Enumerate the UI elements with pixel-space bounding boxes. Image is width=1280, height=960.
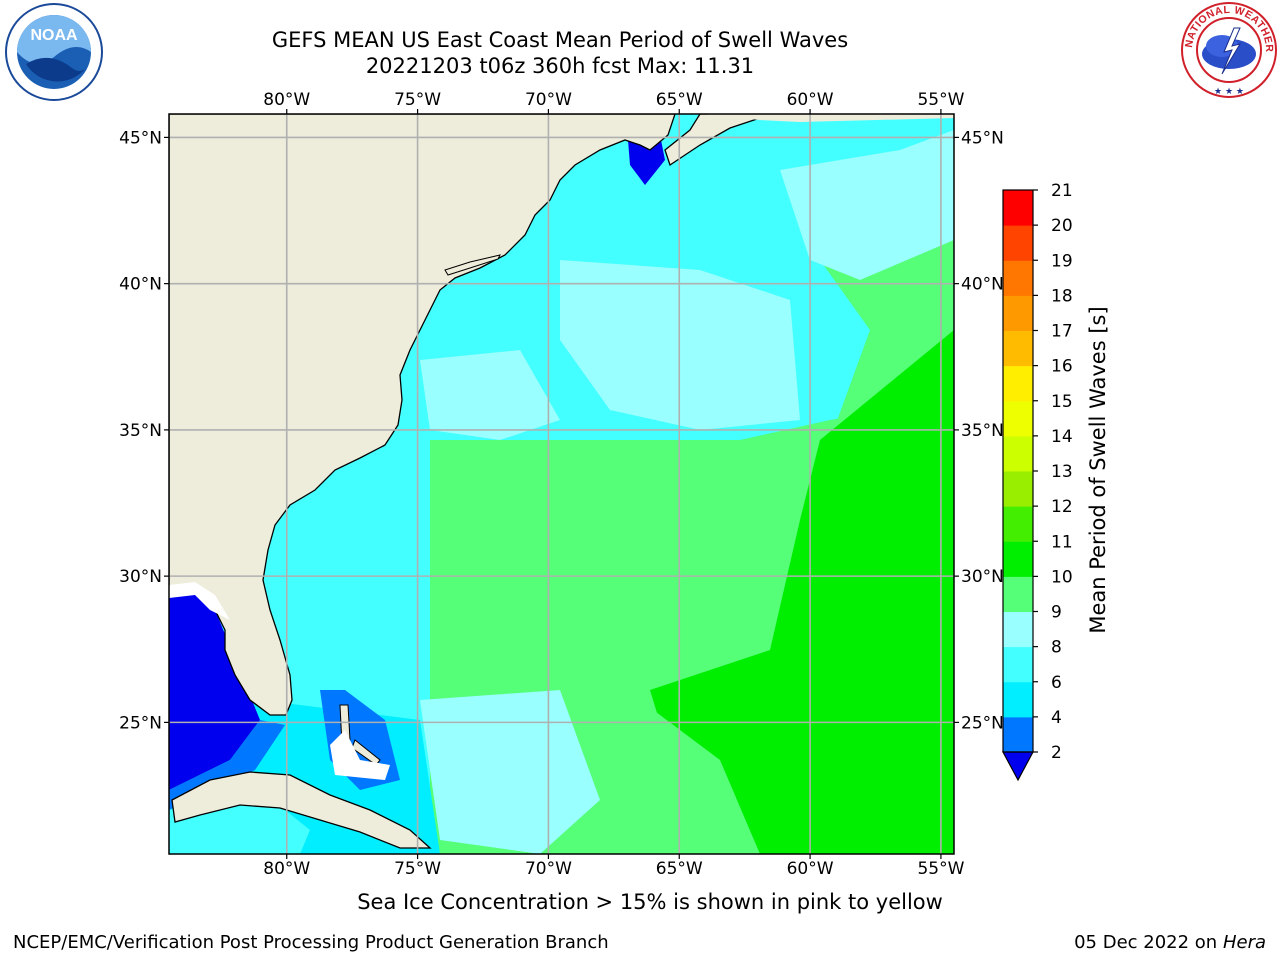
colorbar-tick-label: 4: [1051, 708, 1062, 728]
colorbar-segment: [1003, 400, 1033, 437]
lat-label-right: 40°N: [961, 275, 1004, 295]
colorbar: 2 4 6 8 9 10 11 12 13 14 15 16 17 18 19 20 21: [1001, 181, 1073, 782]
lat-label-left: 35°N: [119, 421, 162, 441]
lon-label-top: 60°W: [787, 90, 834, 110]
colorbar-segment: [1003, 681, 1033, 718]
land-north-america: [169, 114, 676, 716]
lon-label-top: 80°W: [263, 90, 310, 110]
colorbar-tick-label: 11: [1051, 532, 1073, 552]
lon-label-bottom: 65°W: [656, 859, 703, 879]
colorbar-tick-label: 15: [1051, 392, 1073, 412]
noaa-logo: NOAA: [5, 3, 103, 101]
colorbar-segment: [1003, 330, 1033, 367]
colorbar-segment: [1003, 506, 1033, 542]
colorbar-tick-label: 14: [1051, 427, 1073, 447]
colorbar-segment: [1003, 471, 1033, 507]
colorbar-segment: [1003, 576, 1033, 612]
map-frame: [168, 113, 955, 855]
colorbar-under-arrow: [1001, 751, 1035, 782]
colorbar-tick-label: 21: [1051, 181, 1073, 201]
colorbar-segment: [1003, 225, 1033, 261]
svg-text:★ ★ ★: ★ ★ ★: [1214, 87, 1244, 97]
lat-label-right: 35°N: [961, 421, 1004, 441]
colorbar-tick-label: 20: [1051, 216, 1073, 236]
footer-machine: Hera: [1222, 932, 1266, 953]
colorbar-tick-label: 19: [1051, 251, 1073, 271]
lat-label-right: 45°N: [961, 128, 1004, 148]
noaa-logo-text: NOAA: [30, 27, 78, 44]
land-cuba: [171, 771, 432, 849]
map-labels: 80°W 80°W 75°W 75°W 70°W 70°W 65°W 65°W 60°W 60°W…: [119, 90, 1004, 879]
lat-label-left: 25°N: [119, 713, 162, 733]
colorbar-tick-label: 12: [1051, 497, 1073, 517]
colorbar-tick-label: 8: [1051, 638, 1062, 658]
colorbar-segment: [1003, 716, 1033, 753]
lat-label-left: 45°N: [119, 128, 162, 148]
lon-label-top: 75°W: [394, 90, 441, 110]
lat-label-left: 40°N: [119, 275, 162, 295]
map-grid: [169, 114, 954, 854]
lat-label-right: 30°N: [961, 567, 1004, 587]
lon-label-top: 70°W: [525, 90, 572, 110]
field-light-south: [420, 690, 600, 854]
field-bay-of-fundy: [628, 135, 665, 185]
colorbar-segment: [1003, 435, 1033, 472]
colorbar-tick-label: 10: [1051, 567, 1073, 587]
land-long-island: [444, 254, 501, 276]
sea-ice-caption: Sea Ice Concentration > 15% is shown in …: [357, 890, 943, 914]
lon-label-bottom: 75°W: [394, 859, 441, 879]
land-east-canada: [700, 114, 954, 122]
chart-title: GEFS MEAN US East Coast Mean Period of S…: [271, 28, 849, 52]
footer-credit: NCEP/EMC/Verification Post Processing Pr…: [13, 932, 609, 953]
colorbar-tick-label: 13: [1051, 462, 1073, 482]
colorbar-segment: [1003, 611, 1033, 648]
field-nearshore: [270, 470, 430, 700]
lat-label-right: 25°N: [961, 713, 1004, 733]
colorbar-label: Mean Period of Swell Waves [s]: [1086, 306, 1110, 633]
colorbar-segment: [1003, 190, 1033, 226]
land-nova-scotia: [664, 114, 781, 167]
footer-date: 05 Dec 2022 on Hera: [1074, 932, 1266, 953]
mask-gulf-coast: [169, 582, 230, 620]
lat-label-left: 30°N: [119, 567, 162, 587]
colorbar-segment: [1003, 541, 1033, 577]
colorbar-tick-label: 18: [1051, 286, 1073, 306]
lon-label-bottom: 60°W: [787, 859, 834, 879]
lon-label-bottom: 55°W: [917, 859, 964, 879]
colorbar-tick-label: 9: [1051, 603, 1062, 623]
lon-label-bottom: 70°W: [525, 859, 572, 879]
colorbar-segment: [1003, 365, 1033, 402]
lon-label-top: 55°W: [917, 90, 964, 110]
colorbar-tick-label: 17: [1051, 322, 1073, 342]
lon-label-bottom: 80°W: [263, 859, 310, 879]
colorbar-tick-label: 16: [1051, 357, 1073, 377]
colorbar-tick-label: 6: [1051, 673, 1062, 693]
lon-label-top: 65°W: [656, 90, 703, 110]
nws-logo: NATIONAL WEATHER SERVICE ★ ★ ★: [1178, 0, 1277, 98]
field-light-ne: [780, 130, 954, 280]
mask-bahamas: [330, 730, 390, 780]
colorbar-segment: [1003, 295, 1033, 331]
colorbar-segment: [1003, 646, 1033, 683]
colorbar-segment: [1003, 260, 1033, 296]
colorbar-tick-label: 2: [1051, 743, 1062, 763]
chart-subtitle: 20221203 t06z 360h fcst Max: 11.31: [365, 54, 755, 78]
field-gulf: [169, 585, 260, 790]
field-south-low: [640, 700, 760, 854]
field-light-mid: [420, 350, 560, 440]
footer-date-text: 05 Dec 2022 on: [1074, 932, 1218, 953]
map-ticks: [164, 109, 959, 859]
